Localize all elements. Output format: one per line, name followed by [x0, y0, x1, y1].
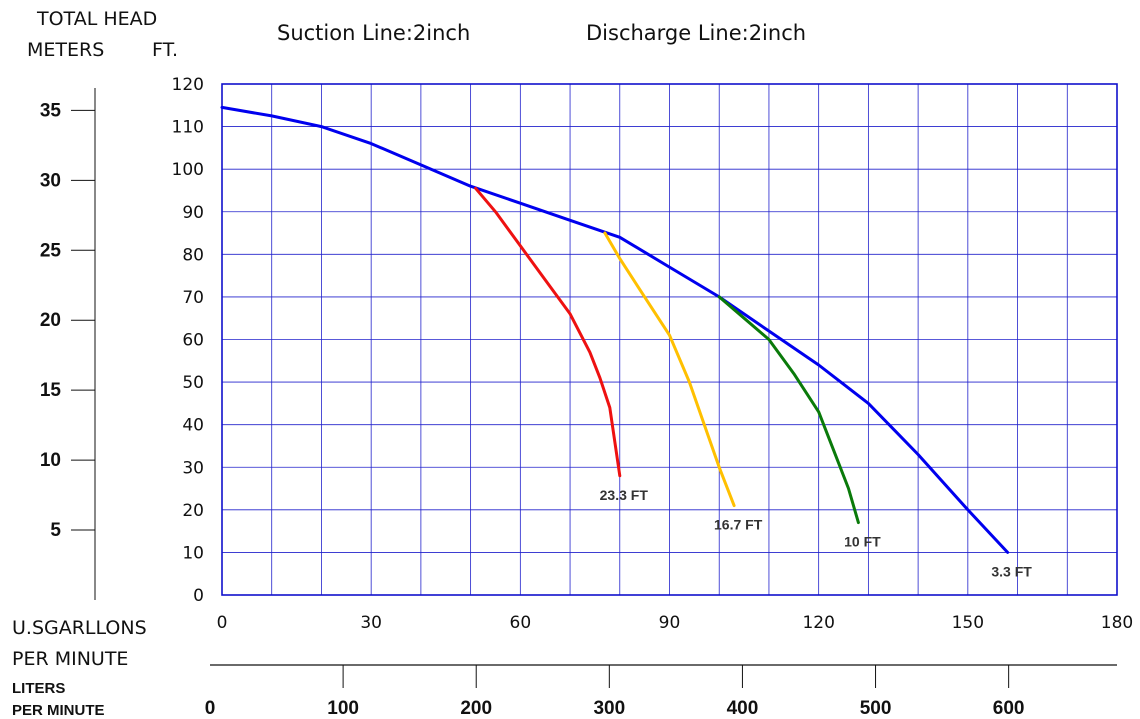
- curve-10-ft: [717, 295, 860, 525]
- y-tick-label-ft: 90: [182, 203, 204, 223]
- y-tick-label-ft: 110: [172, 118, 204, 138]
- y-tick-label-ft: 30: [182, 458, 204, 478]
- lpm-unit-line2: PER MINUTE: [12, 702, 105, 719]
- y-tick-label-meters: 15: [40, 380, 62, 401]
- x-tick-label-liters: 200: [460, 698, 492, 719]
- gpm-unit-line2: PER MINUTE: [12, 648, 128, 670]
- y-tick-label-meters: 35: [40, 100, 62, 121]
- plot-frame: [221, 83, 1118, 596]
- x-tick-label-liters: 100: [327, 698, 359, 719]
- curve-label-10-ft: 10 FT: [844, 534, 881, 550]
- y-tick-label-meters: 30: [40, 170, 61, 191]
- x-tick-label-gpm: 90: [659, 613, 681, 633]
- y-axis-meters: 5 10 15 20 25 30 35: [40, 88, 96, 600]
- x-tick-label-gpm: 30: [360, 613, 382, 633]
- x-tick-label-liters: 400: [727, 698, 759, 719]
- x-tick-label-gpm: 150: [952, 613, 984, 633]
- y-tick-label-ft: 0: [193, 586, 204, 606]
- series-labels: 3.3 FT 23.3 FT 16.7 FT 10 FT: [600, 487, 1033, 580]
- x-tick-label-liters: 500: [860, 698, 892, 719]
- y-tick-label-ft: 60: [182, 331, 204, 351]
- ft-unit-label: FT.: [152, 39, 178, 61]
- y-axis-ft: 0 10 20 30 40 50 60 70 80 90 100 110 120: [172, 75, 204, 606]
- x-tick-label-gpm: 0: [217, 613, 228, 633]
- y-tick-label-ft: 70: [182, 288, 204, 308]
- x-tick-label-gpm: 120: [802, 613, 834, 633]
- x-tick-label-gpm: 180: [1101, 613, 1133, 633]
- x-tick-label-gpm: 60: [510, 613, 532, 633]
- x-axis-gpm: 0 30 60 90 120 150 180: [217, 613, 1134, 633]
- curve-3-3-ft: [220, 105, 1010, 554]
- gpm-unit-line1: U.SGARLLONS: [12, 617, 147, 639]
- y-tick-label-ft: 120: [172, 75, 204, 95]
- x-tick-label-liters: 300: [593, 698, 625, 719]
- curve-label-23-3-ft: 23.3 FT: [600, 487, 649, 503]
- x-tick-label-liters: 600: [993, 698, 1025, 719]
- discharge-line-label: Discharge Line:2inch: [586, 21, 806, 45]
- y-tick-label-ft: 50: [182, 373, 204, 393]
- curve-label-3-3-ft: 3.3 FT: [991, 563, 1032, 579]
- curve-23-3-ft: [474, 186, 622, 478]
- y-tick-label-meters: 20: [40, 310, 61, 331]
- meters-unit-label: METERS: [27, 39, 104, 61]
- curve-label-16-7-ft: 16.7 FT: [714, 517, 763, 533]
- y-tick-label-ft: 40: [182, 416, 204, 436]
- series-group: [220, 105, 1010, 554]
- grid: [221, 83, 1118, 596]
- y-tick-label-meters: 10: [40, 450, 61, 471]
- y-tick-label-meters: 25: [40, 240, 62, 261]
- y-tick-label-ft: 20: [182, 501, 204, 521]
- y-tick-label-ft: 100: [172, 160, 204, 180]
- lpm-unit-line1: LITERS: [12, 680, 65, 697]
- suction-line-label: Suction Line:2inch: [277, 21, 470, 45]
- total-head-label: TOTAL HEAD: [36, 8, 157, 30]
- y-tick-label-ft: 80: [182, 245, 204, 265]
- y-tick-label-ft: 10: [182, 543, 204, 563]
- x-axis-liters: 0 100 200 300 400 500 600: [205, 664, 1117, 719]
- y-tick-label-meters: 5: [50, 520, 61, 541]
- curve-16-7-ft: [603, 231, 736, 508]
- x-tick-label-liters: 0: [205, 698, 216, 719]
